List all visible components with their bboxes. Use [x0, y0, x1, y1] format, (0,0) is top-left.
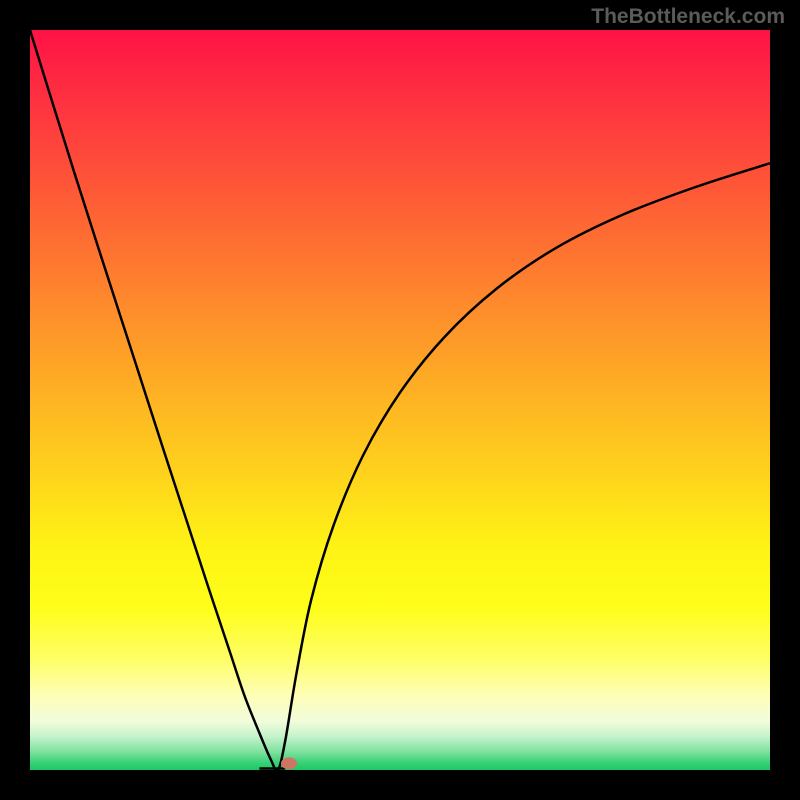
plot-area — [30, 30, 770, 770]
gradient-background — [30, 30, 770, 770]
watermark-text: TheBottleneck.com — [591, 5, 785, 29]
chart-container: TheBottleneck.com — [0, 0, 800, 800]
min-marker — [281, 757, 297, 769]
chart-svg — [30, 30, 770, 770]
